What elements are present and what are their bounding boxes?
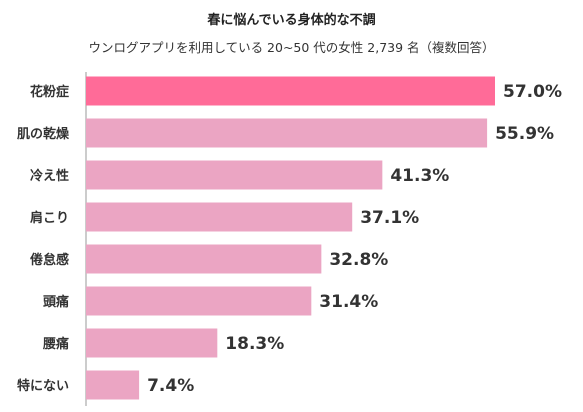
value-label: 41.3% — [390, 166, 449, 186]
category-label: 頭痛 — [43, 294, 69, 310]
value-label: 32.8% — [329, 250, 388, 270]
bar — [86, 244, 322, 274]
category-label: 肌の乾燥 — [17, 126, 70, 142]
value-label: 57.0% — [503, 82, 562, 102]
bar — [86, 118, 488, 148]
category-label: 肩こり — [30, 210, 69, 226]
category-label: 特にない — [17, 378, 69, 394]
bar — [86, 160, 383, 190]
chart-title: 春に悩んでいる身体的な不調 — [207, 13, 376, 28]
value-label: 18.3% — [225, 334, 284, 354]
value-label: 7.4% — [147, 376, 194, 396]
chart-subtitle: ウンログアプリを利用している 20~50 代の女性 2,739 名（複数回答） — [88, 40, 495, 55]
bar — [86, 370, 140, 400]
bar — [86, 286, 312, 316]
category-label: 倦怠感 — [30, 252, 69, 268]
category-label: 腰痛 — [42, 336, 69, 352]
bar — [86, 328, 218, 358]
category-label: 冷え性 — [30, 168, 69, 184]
bar — [86, 202, 353, 232]
value-label: 55.9% — [495, 124, 554, 144]
category-label: 花粉症 — [30, 84, 69, 100]
value-label: 31.4% — [319, 292, 378, 312]
value-label: 37.1% — [360, 208, 419, 228]
bar — [86, 76, 495, 106]
